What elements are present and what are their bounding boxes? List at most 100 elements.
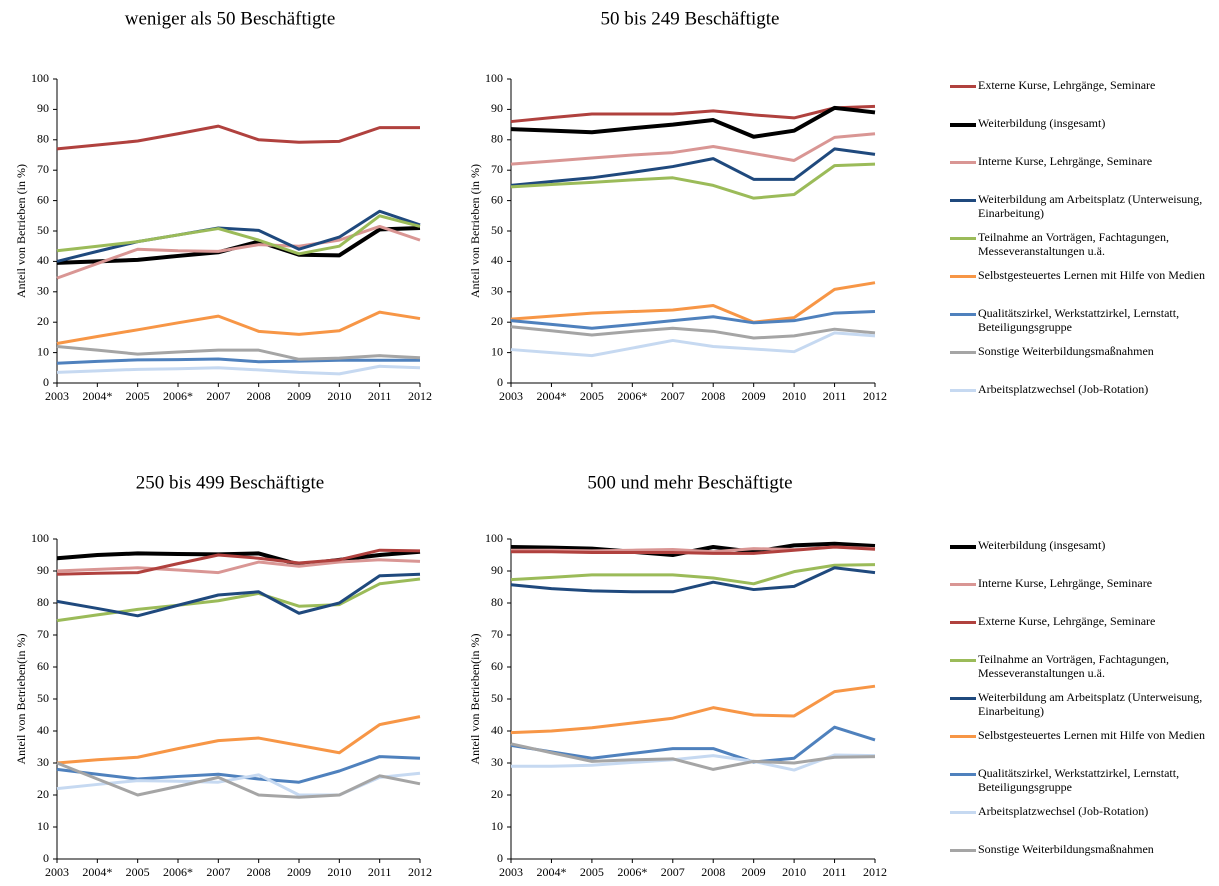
y-tick-label: 80 <box>37 132 49 146</box>
legend-swatch <box>950 123 976 127</box>
y-tick-label: 30 <box>491 284 503 298</box>
series-line <box>511 753 876 772</box>
series-line <box>56 357 420 365</box>
y-tick-label: 0 <box>43 851 49 865</box>
y-tick-label: 40 <box>37 723 49 737</box>
y-tick-label: 30 <box>491 755 503 769</box>
y-axis-label: Anteil von Betrieben(in %) <box>468 634 482 765</box>
legend-swatch <box>950 199 976 202</box>
y-tick-label: 70 <box>37 162 49 176</box>
legend-entry: Selbstgesteuertes Lernen mit Hilfe von M… <box>950 728 1210 742</box>
y-tick-label: 0 <box>497 375 503 389</box>
legend-entry: Arbeitsplatzwechsel (Job-Rotation) <box>950 382 1210 396</box>
x-tick-label: 2009 <box>742 389 766 403</box>
y-tick-label: 50 <box>491 223 503 237</box>
y-axis-label: Anteil von Betrieben (in %) <box>14 164 28 298</box>
x-tick-label: 2012 <box>408 389 432 403</box>
legend-label: Weiterbildung (insgesamt) <box>978 116 1106 130</box>
legend-entry: Interne Kurse, Lehrgänge, Seminare <box>950 576 1210 590</box>
y-tick-label: 100 <box>485 531 503 545</box>
legend-swatch <box>950 313 976 316</box>
x-tick-label: 2005 <box>580 865 604 879</box>
y-tick-label: 70 <box>37 627 49 641</box>
series-line <box>510 310 876 330</box>
y-tick-label: 0 <box>43 375 49 389</box>
x-tick-label: 2004* <box>82 389 112 403</box>
series-line <box>510 105 876 139</box>
x-tick-label: 2006* <box>163 389 193 403</box>
x-tick-label: 2009 <box>742 865 766 879</box>
y-tick-label: 40 <box>37 253 49 267</box>
legend-swatch <box>950 621 976 624</box>
legend-swatch <box>950 849 976 852</box>
y-tick-label: 30 <box>37 284 49 298</box>
chart-title: 250 bis 499 Beschäftigte <box>136 472 324 493</box>
x-tick-label: 2003 <box>45 389 69 403</box>
chart-title: 50 bis 249 Beschäftigte <box>601 8 780 29</box>
legend-swatch <box>950 351 976 354</box>
series-line <box>56 548 421 576</box>
legend-label: Arbeitsplatzwechsel (Job-Rotation) <box>978 382 1149 396</box>
legend-entry: Externe Kurse, Lehrgänge, Seminare <box>950 614 1210 628</box>
x-tick-label: 2012 <box>863 865 887 879</box>
series-line <box>56 572 421 618</box>
legend-entry: Interne Kurse, Lehrgänge, Seminare <box>950 154 1210 168</box>
legend-entry: Weiterbildung am Arbeitsplatz (Unterweis… <box>950 192 1210 220</box>
series-line <box>510 132 876 166</box>
legend-swatch <box>950 773 976 776</box>
y-tick-label: 10 <box>37 819 49 833</box>
x-tick-label: 2003 <box>499 389 523 403</box>
x-tick-label: 2007 <box>661 389 685 403</box>
x-tick-label: 2006* <box>163 865 193 879</box>
series-line <box>510 325 876 340</box>
y-tick-label: 10 <box>491 819 503 833</box>
legend-entry: Weiterbildung (insgesamt) <box>950 538 1210 552</box>
y-tick-label: 70 <box>491 162 503 176</box>
y-tick-label: 20 <box>491 787 503 801</box>
legend-label: Teilnahme an Vorträgen, Fachtagungen, Me… <box>978 230 1169 258</box>
legend-swatch <box>950 85 976 88</box>
legend-swatch <box>950 161 976 164</box>
x-tick-label: 2011 <box>823 389 847 403</box>
series-line <box>56 549 421 567</box>
series-line <box>510 725 876 764</box>
legend-entry: Sonstige Weiterbildungsmaßnahmen <box>950 842 1210 856</box>
series-line <box>56 310 421 345</box>
series-line <box>510 742 876 771</box>
legend-swatch <box>950 237 976 240</box>
x-tick-label: 2009 <box>287 389 311 403</box>
legend-swatch <box>950 811 976 814</box>
series-line <box>510 331 876 358</box>
legend-label: Selbstgesteuertes Lernen mit Hilfe von M… <box>978 268 1205 282</box>
y-tick-label: 80 <box>491 132 503 146</box>
series-line <box>56 755 421 784</box>
y-tick-label: 60 <box>491 192 503 206</box>
y-tick-label: 20 <box>37 314 49 328</box>
legend-swatch <box>950 735 976 738</box>
y-tick-label: 90 <box>491 101 503 115</box>
series-line <box>56 715 421 765</box>
y-tick-label: 10 <box>37 344 49 358</box>
y-tick-label: 20 <box>37 787 49 801</box>
legend-label: Qualitätszirkel, Werkstattzirkel, Lernst… <box>978 766 1180 794</box>
x-tick-label: 2008 <box>701 389 725 403</box>
chart-title: weniger als 50 Beschäftigte <box>125 8 336 29</box>
x-tick-label: 2006* <box>617 389 647 403</box>
legend-entry: Externe Kurse, Lehrgänge, Seminare <box>950 78 1210 92</box>
y-tick-label: 0 <box>497 851 503 865</box>
legend-label: Sonstige Weiterbildungsmaßnahmen <box>978 344 1154 358</box>
y-tick-label: 80 <box>491 595 503 609</box>
x-tick-label: 2007 <box>661 865 685 879</box>
legend-entry: Selbstgesteuertes Lernen mit Hilfe von M… <box>950 268 1210 282</box>
legend-entry: Teilnahme an Vorträgen, Fachtagungen, Me… <box>950 230 1210 258</box>
series-line <box>56 558 421 575</box>
legend-label: Interne Kurse, Lehrgänge, Seminare <box>978 154 1153 168</box>
legend-label: Externe Kurse, Lehrgänge, Seminare <box>978 614 1156 628</box>
y-tick-label: 10 <box>491 344 503 358</box>
legend-label: Interne Kurse, Lehrgänge, Seminare <box>978 576 1153 590</box>
y-axis-label: Anteil von Betrieben(in %) <box>14 634 28 765</box>
y-tick-label: 70 <box>491 627 503 641</box>
y-axis-label: Anteil von Betrieben (in %) <box>468 164 482 298</box>
legend-entry: Teilnahme an Vorträgen, Fachtagungen, Me… <box>950 652 1210 680</box>
